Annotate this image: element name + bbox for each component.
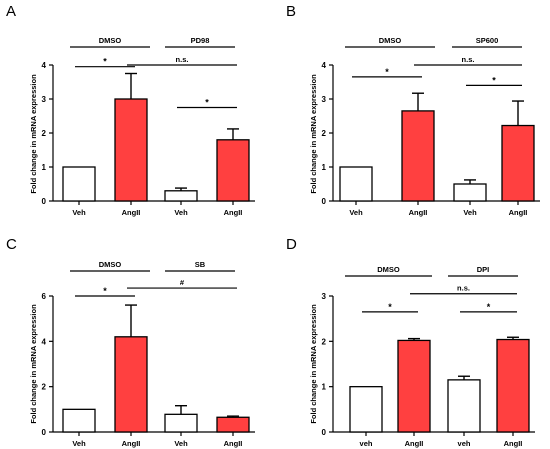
significance-label: n.s. [176,55,189,64]
category-label: veh [360,439,373,448]
category-label: AngII [409,208,428,217]
y-tick-label: 0 [322,197,327,206]
category-label: AngII [405,439,424,448]
category-label: AngII [224,208,243,217]
y-tick-label: 4 [322,61,327,70]
category-label: veh [458,439,471,448]
significance-label: * [487,302,491,312]
y-axis-label: Fold change in mRNA expression [309,74,318,194]
bar [501,124,535,202]
bar [339,166,373,202]
category-label: Veh [463,208,477,217]
bar [496,338,530,433]
significance-label: * [205,98,209,108]
category-label: AngII [122,208,141,217]
panel-a: A Fold change in mRNA expression 0 1 2 3 4 Veh A… [6,3,255,217]
panel-letter: A [6,3,16,20]
bar [349,386,383,433]
bar [216,416,250,433]
group-label: DMSO [377,265,400,274]
group-label: DPI [477,265,490,274]
y-tick-label: 6 [42,292,47,301]
bar [114,98,148,202]
significance-label: n.s. [462,55,475,64]
y-tick-label: 4 [42,61,47,70]
bar [453,183,487,202]
significance-label: * [492,75,496,85]
category-label: Veh [72,208,86,217]
panel-letter: C [6,236,17,253]
panel-letter: B [286,3,296,20]
group-label: SP600 [476,36,499,45]
category-label: Veh [174,208,188,217]
bar [62,166,96,202]
group-label: PD98 [191,36,210,45]
y-tick-label: 0 [322,428,327,437]
y-tick-label: 0 [42,197,47,206]
significance-label: # [180,278,185,287]
y-tick-label: 3 [322,292,327,301]
bar [62,408,96,433]
significance-label: * [103,286,107,296]
bar [401,110,435,202]
y-tick-label: 2 [322,129,327,138]
category-label: AngII [224,439,243,448]
panel-b: B Fold change in mRNA expression 0 1 2 3 4 Veh A… [286,3,540,217]
category-label: Veh [72,439,86,448]
category-label: Veh [174,439,188,448]
panel-d: D Fold change in mRNA expression 0 1 2 3 veh An… [286,236,535,448]
significance-label: * [388,302,392,312]
significance-label: * [385,67,389,77]
category-label: Veh [349,208,363,217]
y-axis-label: Fold change in mRNA expression [29,74,38,194]
y-tick-label: 2 [42,129,47,138]
bar [114,336,148,433]
panel-c: C Fold change in mRNA expression 0 2 4 6 Veh An… [6,236,255,448]
significance-label: * [103,57,107,67]
y-tick-label: 1 [322,383,327,392]
category-label: AngII [504,439,523,448]
y-tick-label: 2 [322,337,327,346]
group-label: DMSO [99,36,122,45]
panel-letter: D [286,236,297,253]
bar [216,139,250,202]
group-label: SB [195,260,206,269]
y-tick-label: 1 [42,163,47,172]
y-tick-label: 1 [322,163,327,172]
y-tick-label: 2 [42,383,47,392]
y-tick-label: 3 [42,95,47,104]
category-label: AngII [509,208,528,217]
category-label: AngII [122,439,141,448]
significance-label: n.s. [457,284,470,293]
y-tick-label: 3 [322,95,327,104]
group-label: DMSO [379,36,402,45]
bar [447,379,481,433]
y-axis-label: Fold change in mRNA expression [29,304,38,424]
y-axis-label: Fold change in mRNA expression [309,304,318,424]
bar [164,413,198,433]
y-tick-label: 4 [42,337,47,346]
y-tick-label: 0 [42,428,47,437]
bar [164,190,198,202]
group-label: DMSO [99,260,122,269]
bar [397,339,431,433]
